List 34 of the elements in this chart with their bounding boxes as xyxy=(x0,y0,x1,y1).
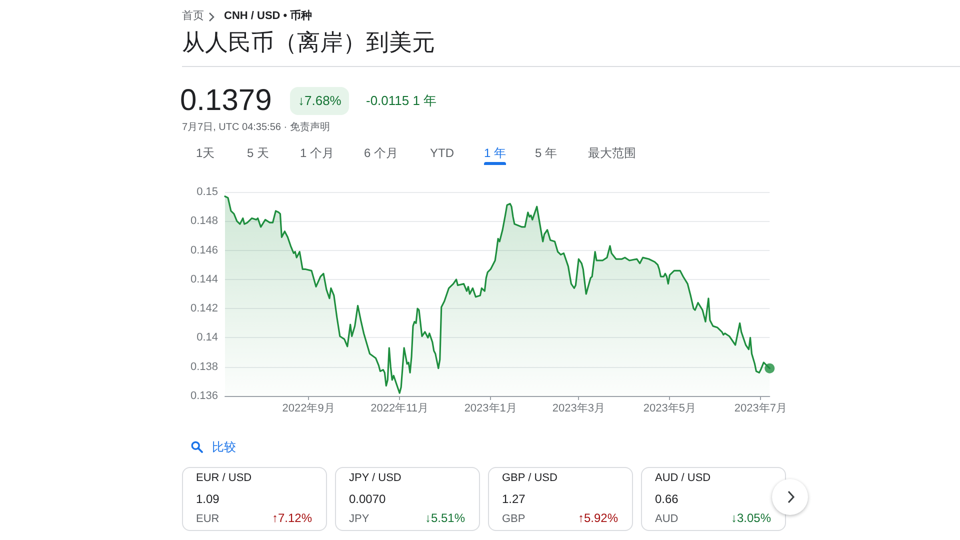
y-tick-label: 0.142 xyxy=(190,302,218,315)
text: 7月7日, UTC 04:35:56 · 免责声明 xyxy=(182,122,330,134)
y-tick-label: 0.136 xyxy=(190,390,218,402)
x-tick-label: 2023年5月 xyxy=(643,402,696,414)
x-tick-label: 2023年7月 xyxy=(734,402,788,414)
x-tick-label: 2022年11月 xyxy=(370,402,429,414)
card: AUD / USD 0.66 AUD ↓3.05% xyxy=(641,467,786,531)
text: ↓7.68% xyxy=(290,87,350,115)
text: 6 个月 xyxy=(364,146,398,160)
chart-title: 从人民币（离岸）到美元 xyxy=(182,29,435,57)
text: -0.0115 1 年 xyxy=(366,93,437,109)
text: 1 个月 xyxy=(300,146,334,160)
text: 1 年 xyxy=(484,146,506,160)
y-tick-label: 0.146 xyxy=(190,244,218,256)
text: 比较 xyxy=(212,440,236,454)
y-tick-label: 0.148 xyxy=(190,215,218,228)
x-tick-label: 2023年1月 xyxy=(464,402,517,414)
text: YTD xyxy=(430,146,454,160)
text: 5 年 xyxy=(535,146,558,160)
text: 最大范围 xyxy=(588,146,636,160)
y-tick-label: 0.14 xyxy=(196,332,218,344)
card: EUR / USD 1.09 EUR ↑7.12% xyxy=(182,467,327,531)
text: 1天 xyxy=(196,146,215,160)
y-tick-label: 0.144 xyxy=(190,273,218,286)
card: JPY / USD 0.0070 JPY ↓5.51% xyxy=(335,467,480,531)
text: CNH / USD • 币种 xyxy=(224,10,312,24)
text: 首页 xyxy=(182,10,204,24)
x-tick-label: 2023年3月 xyxy=(552,402,605,414)
x-tick-label: 2022年9月 xyxy=(282,402,335,414)
y-tick-label: 0.138 xyxy=(190,360,218,373)
text: 5 天 xyxy=(247,146,270,160)
text: 0.1379 xyxy=(180,83,272,119)
y-tick-label: 0.15 xyxy=(196,186,218,198)
card: GBP / USD 1.27 GBP ↑5.92% xyxy=(488,467,633,531)
